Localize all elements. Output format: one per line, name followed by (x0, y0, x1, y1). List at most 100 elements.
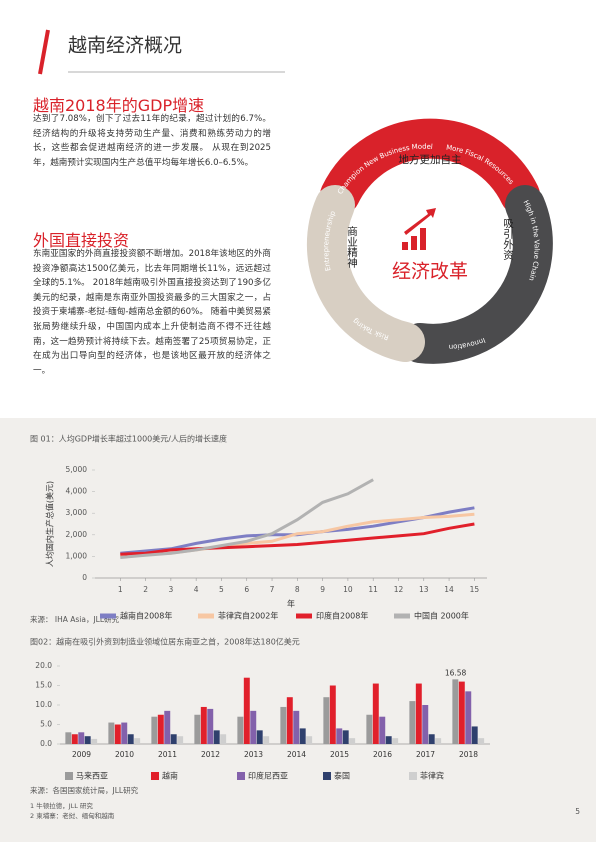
bar (366, 714, 373, 744)
bar (121, 722, 128, 744)
bar (323, 697, 330, 744)
x-tick-label: 14 (444, 585, 454, 594)
bar (243, 677, 250, 744)
bar (428, 734, 435, 744)
y-tick-label: 5.0 (40, 720, 52, 729)
bar (435, 738, 442, 744)
x-tick-label: 2009 (72, 750, 91, 759)
bar (108, 722, 115, 744)
chart-source: 来源：各国国家统计局，JLL研究 (30, 785, 139, 795)
x-tick-label: 2016 (373, 750, 392, 759)
bar (286, 697, 293, 744)
section-text: 东南亚国家的外商直接投资额不断增加。2018年该地区的外商投资净额高达1500亿… (33, 249, 271, 376)
chart-source: 来源： IHA Asia，JLL研究 (30, 614, 120, 624)
arc-dark (400, 185, 553, 364)
legend-swatch (237, 772, 245, 780)
x-tick-label: 3 (168, 585, 173, 594)
bar (452, 679, 459, 744)
y-tick-label: 1,000 (66, 551, 88, 560)
bar (392, 738, 399, 744)
arc-beige (306, 185, 425, 362)
bar (65, 732, 72, 744)
inner-label: 商业精神 (346, 225, 358, 269)
chart-title: 图02：越南在吸引外资到制造业领域位居东南亚之首，2008年达180亿美元 (30, 637, 300, 647)
bar (415, 683, 422, 744)
x-tick-label: 10 (343, 585, 353, 594)
y-tick-label: 4,000 (66, 487, 88, 496)
bar (299, 728, 306, 744)
legend-label: 马来西亚 (76, 772, 108, 781)
y-tick-label: 0.0 (40, 739, 52, 748)
bar (220, 734, 227, 744)
legend-label: 越南 (162, 771, 178, 781)
accent-slash (38, 29, 50, 75)
bar (207, 708, 214, 744)
data-label: 16.58 (445, 668, 467, 677)
x-tick-label: 4 (194, 585, 199, 594)
x-tick-label: 7 (270, 585, 275, 594)
bar (280, 706, 287, 744)
bar (349, 738, 356, 744)
bar (422, 705, 429, 744)
x-tick-label: 2018 (459, 750, 478, 759)
bar (200, 706, 207, 744)
bar (372, 683, 379, 744)
x-tick-label: 5 (219, 585, 224, 594)
legend-label: 菲律宾自2002年 (218, 611, 278, 621)
bar (379, 716, 386, 744)
section-heading: 越南2018年的GDP增速 (33, 96, 205, 115)
x-tick-label: 2017 (416, 750, 435, 759)
bar (342, 730, 349, 744)
bar (157, 714, 164, 744)
bar (164, 710, 171, 744)
bar (177, 736, 184, 744)
bar (306, 736, 313, 744)
bar (114, 724, 121, 744)
x-tick-label: 15 (470, 585, 480, 594)
x-tick-label: 8 (295, 585, 300, 594)
x-tick-label: 2012 (201, 750, 220, 759)
bar (385, 736, 392, 744)
legend-label: 泰国 (334, 771, 350, 781)
y-tick-label: 2,000 (66, 530, 88, 539)
x-tick-label: 2010 (115, 750, 134, 759)
section-heading: 外国直接投资 (33, 231, 130, 250)
y-tick-label: 10.0 (35, 700, 52, 709)
x-tick-label: 2013 (244, 750, 263, 759)
bar (170, 734, 177, 744)
page-number: 5 (575, 807, 580, 816)
chart-title: 图 01：人均GDP增长率超过1000美元/人后的增长速度 (30, 434, 227, 444)
bar (409, 701, 416, 744)
y-axis-label: 人均国内生产总值(美元) (45, 481, 55, 567)
bar (91, 738, 98, 744)
legend-label: 中国自 2000年 (414, 611, 469, 621)
x-tick-label: 2 (143, 585, 148, 594)
line-series (120, 522, 475, 556)
x-tick-label: 9 (320, 585, 325, 594)
y-tick-label: 5,000 (66, 465, 88, 474)
page-title: 越南经济概况 (68, 35, 182, 57)
x-tick-label: 2011 (158, 750, 177, 759)
bar (250, 710, 257, 744)
legend-label: 印度尼西亚 (248, 771, 288, 781)
bar (78, 732, 85, 744)
bar (329, 685, 336, 744)
bar (213, 730, 220, 744)
x-tick-label: 1 (118, 585, 123, 594)
footnote: 1 牛顿拉德，JLL 研究 (30, 801, 93, 810)
x-tick-label: 13 (419, 585, 429, 594)
x-tick-label: 2015 (330, 750, 349, 759)
bar (263, 736, 270, 744)
bar (237, 716, 244, 744)
bar (151, 716, 158, 744)
bar (127, 734, 134, 744)
footnote: 2 柬埔寨：老挝、缅甸和越南 (30, 811, 115, 820)
legend-label: 越南自2008年 (120, 611, 172, 621)
inner-label: 吸引外资 (502, 218, 514, 261)
legend-swatch (151, 772, 159, 780)
bar (458, 681, 465, 744)
y-tick-label: 0 (82, 573, 87, 582)
x-tick-label: 11 (368, 585, 378, 594)
